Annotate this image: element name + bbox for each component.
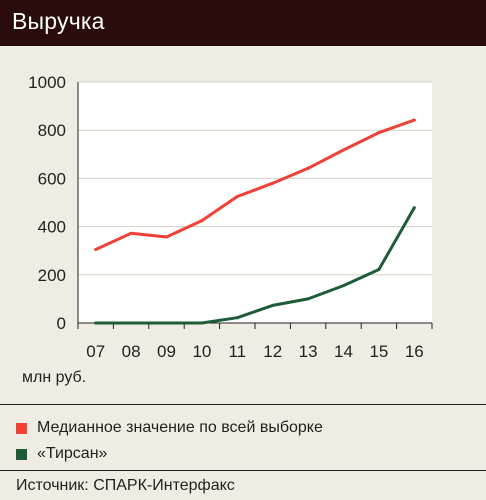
series-1-point-09 xyxy=(165,321,168,325)
x-tick-label-15: 15 xyxy=(369,342,388,361)
chart-header: Выручка xyxy=(0,0,486,46)
legend-label-tirsan: «Тирсан» xyxy=(37,445,108,462)
x-tick-label-11: 11 xyxy=(228,342,246,361)
series-1-point-13 xyxy=(306,297,310,301)
series-1-point-07 xyxy=(94,321,98,325)
series-0-point-16 xyxy=(412,118,416,122)
series-line-0 xyxy=(94,118,416,251)
chart-title: Выручка xyxy=(12,8,105,34)
series-0-point-12 xyxy=(271,181,275,185)
x-tick-label-14: 14 xyxy=(334,342,353,361)
series-0-point-13 xyxy=(306,166,310,170)
series-0-point-07 xyxy=(94,247,98,251)
x-tick-label-10: 10 xyxy=(192,342,211,361)
y-tick-label-200: 200 xyxy=(38,266,66,285)
series-1-point-11 xyxy=(235,316,239,320)
y-tick-label-1000: 1000 xyxy=(28,73,66,92)
series-1-point-10 xyxy=(200,321,204,325)
revenue-line-chart: 0 200 400 600 800 1000 07 08 09 10 11 12 13 14 15 16 xyxy=(28,73,433,361)
series-0-point-08 xyxy=(129,231,133,235)
y-tick-label-800: 800 xyxy=(38,121,66,140)
y-tick-label-400: 400 xyxy=(38,218,66,237)
series-1-point-08 xyxy=(129,321,133,325)
x-tick-label-09: 09 xyxy=(157,342,176,361)
series-1-point-12 xyxy=(271,303,275,307)
x-tick-label-12: 12 xyxy=(263,342,282,361)
series-0-point-10 xyxy=(200,219,204,223)
legend-item-median: Медианное значение по всей выборке xyxy=(16,419,323,437)
series-0-point-14 xyxy=(342,148,345,152)
series-1-point-16 xyxy=(412,206,416,210)
legend-swatch-tirsan xyxy=(16,448,27,460)
series-0-point-15 xyxy=(377,131,381,135)
legend-divider-bottom xyxy=(0,470,486,471)
x-tick-label-16: 16 xyxy=(405,342,424,361)
series-line-1 xyxy=(94,206,416,325)
y-unit-label: млн руб. xyxy=(22,369,87,386)
series-0-point-11 xyxy=(235,194,239,198)
y-tick-label-600: 600 xyxy=(38,169,66,188)
series-1-point-14 xyxy=(342,284,345,288)
x-tick-label-13: 13 xyxy=(299,342,318,361)
series-0-point-09 xyxy=(165,235,168,239)
x-tick-label-08: 08 xyxy=(122,342,141,361)
legend-label-median: Медианное значение по всей выборке xyxy=(37,419,323,436)
x-tick-label-07: 07 xyxy=(86,342,105,361)
plot-area xyxy=(78,82,432,323)
legend-item-tirsan: «Тирсан» xyxy=(16,445,107,463)
legend-divider-top xyxy=(0,404,486,405)
source-note: Источник: СПАРК-Интерфакс xyxy=(16,477,235,494)
y-tick-label-0: 0 xyxy=(57,314,66,333)
series-1-point-15 xyxy=(377,267,381,271)
legend-swatch-median xyxy=(16,422,27,434)
